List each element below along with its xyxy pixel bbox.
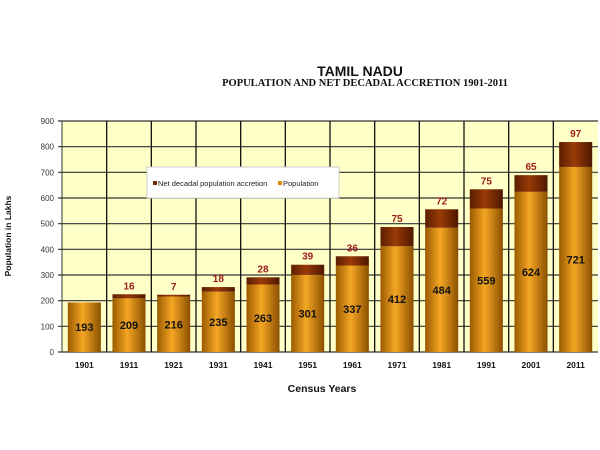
y-tick-label: 900 — [41, 117, 55, 126]
accretion-bar — [380, 227, 414, 247]
population-label: 624 — [522, 267, 541, 279]
x-tick-label: 1911 — [120, 360, 139, 370]
accretion-label: 72 — [436, 196, 448, 207]
y-tick-label: 200 — [41, 297, 55, 306]
y-tick-label: 700 — [41, 168, 55, 177]
population-label: 193 — [75, 322, 93, 334]
accretion-label: 39 — [302, 252, 314, 263]
legend-label-accretion: Net decadal population accretion — [158, 179, 267, 188]
population-label: 484 — [432, 285, 451, 297]
population-label: 216 — [164, 319, 182, 331]
x-tick-label: 1901 — [75, 360, 94, 370]
population-bar — [425, 227, 459, 352]
accretion-bar — [425, 209, 459, 228]
accretion-bar — [514, 175, 548, 192]
population-bar — [469, 208, 503, 352]
legend-swatch-population — [278, 181, 282, 185]
population-bar — [380, 246, 414, 352]
population-bar — [514, 191, 548, 352]
accretion-bar — [469, 189, 503, 209]
population-label: 337 — [343, 304, 361, 316]
population-label: 235 — [209, 317, 227, 329]
accretion-bar — [157, 294, 191, 297]
population-label: 263 — [254, 313, 272, 325]
population-label: 301 — [298, 308, 316, 320]
legend-label-population: Population — [283, 179, 318, 188]
accretion-label: 65 — [525, 162, 537, 173]
x-tick-label: 1951 — [298, 360, 317, 370]
accretion-label: 75 — [391, 214, 403, 225]
y-tick-label: 100 — [41, 322, 55, 331]
population-bar — [335, 265, 369, 352]
legend-swatch-accretion — [153, 181, 157, 185]
y-tick-label: 300 — [41, 271, 55, 280]
population-label: 721 — [566, 254, 584, 266]
population-bar — [201, 291, 235, 352]
population-label: 412 — [388, 294, 406, 306]
y-tick-label: 500 — [41, 220, 55, 229]
population-bar — [291, 274, 325, 352]
accretion-label: 28 — [257, 264, 269, 275]
population-label: 559 — [477, 275, 495, 287]
accretion-bar — [335, 256, 369, 266]
y-tick-label: 800 — [41, 143, 55, 152]
accretion-label: 36 — [347, 243, 359, 254]
y-tick-label: 0 — [50, 348, 55, 357]
accretion-bar — [112, 294, 146, 299]
legend — [146, 166, 340, 199]
accretion-label: 7 — [171, 282, 177, 293]
y-axis-title: Population in Lakhs — [3, 195, 13, 276]
y-tick-label: 600 — [41, 194, 55, 203]
x-tick-label: 1941 — [254, 360, 273, 370]
x-tick-label: 2011 — [566, 360, 585, 370]
x-tick-label: 1971 — [388, 360, 407, 370]
accretion-bar — [291, 264, 325, 275]
accretion-label: 18 — [213, 274, 225, 285]
chart-title: TAMIL NADU — [317, 63, 403, 79]
x-tick-label: 1961 — [343, 360, 362, 370]
x-tick-label: 1931 — [209, 360, 228, 370]
population-bar — [67, 302, 101, 352]
x-axis-title: Census Years — [288, 383, 357, 395]
population-bar — [112, 298, 146, 352]
x-tick-label: 2001 — [522, 360, 541, 370]
population-label: 209 — [120, 320, 138, 332]
chart-subtitle: POPULATION AND NET DECADAL ACCRETION 190… — [222, 78, 508, 89]
population-bar — [559, 166, 593, 352]
x-tick-label: 1981 — [432, 360, 451, 370]
accretion-label: 97 — [570, 129, 582, 140]
accretion-bar — [246, 277, 280, 285]
x-tick-label: 1921 — [164, 360, 183, 370]
accretion-bar — [201, 287, 235, 292]
population-bar — [157, 296, 191, 352]
x-tick-label: 1991 — [477, 360, 496, 370]
accretion-label: 75 — [481, 176, 493, 187]
y-tick-label: 400 — [41, 245, 55, 254]
accretion-bar — [559, 142, 593, 167]
accretion-label: 16 — [123, 281, 135, 292]
population-bar — [246, 284, 280, 352]
